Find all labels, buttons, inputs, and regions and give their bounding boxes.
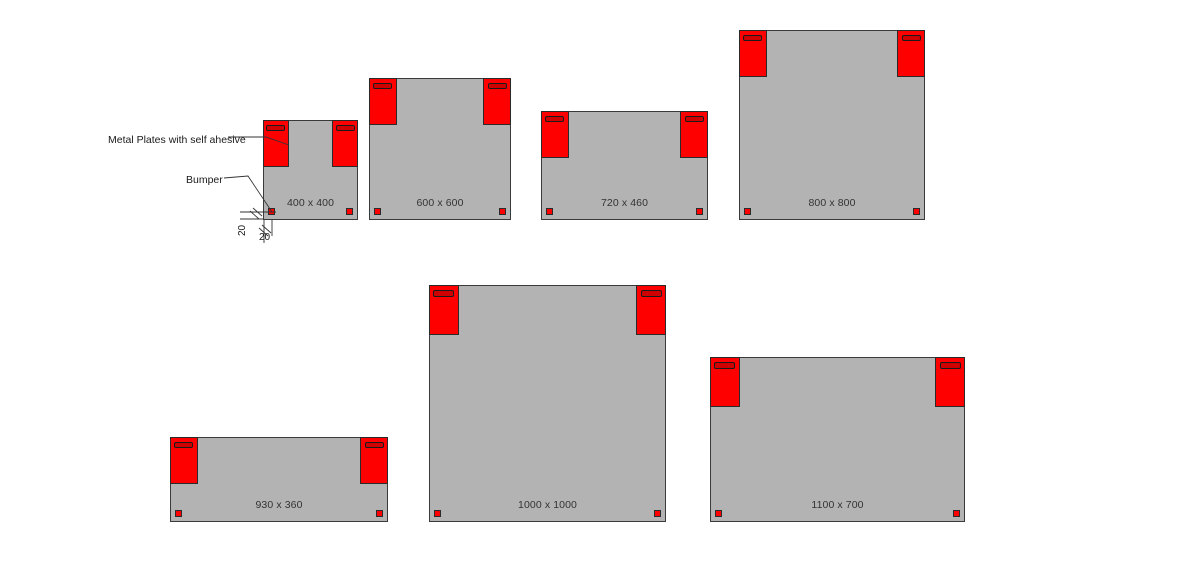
metal-plate-left bbox=[262, 119, 289, 167]
dim-tick-1 bbox=[252, 207, 263, 217]
panel-800x800: 800 x 800 bbox=[738, 29, 926, 220]
panel-1100x700: 1100 x 700 bbox=[709, 356, 966, 522]
metal-plate-slot bbox=[640, 289, 663, 297]
bumper-annotation-label: Bumper bbox=[186, 174, 223, 186]
panel-size-label: 800 x 800 bbox=[808, 197, 856, 209]
metal-plate-slot bbox=[266, 124, 285, 131]
panel-size-label: 720 x 460 bbox=[600, 197, 649, 209]
metal-plate-slot bbox=[432, 289, 455, 297]
metal-plate-slot bbox=[336, 124, 355, 131]
metal-plate-slot bbox=[901, 34, 922, 41]
metal-plate-left bbox=[709, 356, 740, 407]
metal-plate-slot bbox=[487, 82, 508, 89]
bumper-bottom-left bbox=[715, 510, 722, 517]
metal-plate-slot bbox=[544, 115, 565, 122]
panel-size-label: 930 x 360 bbox=[255, 499, 303, 511]
metal-plate-right bbox=[332, 119, 359, 167]
bumper-bottom-left bbox=[546, 208, 553, 215]
metal-plates-annotation-label: Metal Plates with self ahesive bbox=[108, 134, 246, 146]
dimension-label-vertical-20: 20 bbox=[237, 224, 248, 236]
bumper-bottom-left bbox=[434, 510, 441, 517]
metal-plate-slot bbox=[372, 82, 393, 89]
bumper-bottom-right bbox=[376, 510, 383, 517]
metal-plate-slot bbox=[713, 361, 736, 369]
metal-plate-right bbox=[935, 356, 966, 407]
panel-size-label: 1100 x 700 bbox=[811, 499, 864, 511]
metal-plate-slot bbox=[364, 441, 385, 448]
metal-plate-right bbox=[636, 284, 667, 335]
metal-plate-slot bbox=[173, 441, 194, 448]
bumper-bottom-left bbox=[175, 510, 182, 517]
dim-tick-2 bbox=[249, 210, 260, 220]
panel-400x400: 400 x 400 bbox=[262, 119, 359, 220]
metal-plate-left bbox=[738, 29, 767, 77]
metal-plate-left bbox=[428, 284, 459, 335]
metal-plate-right bbox=[897, 29, 926, 77]
bumper-bottom-left bbox=[744, 208, 751, 215]
panel-600x600: 600 x 600 bbox=[368, 77, 512, 220]
metal-plate-left bbox=[540, 110, 569, 158]
metal-plate-slot bbox=[939, 361, 962, 369]
metal-plate-right bbox=[680, 110, 709, 158]
bumper-bottom-right bbox=[696, 208, 703, 215]
dimension-label-horizontal-20: 20 bbox=[259, 232, 271, 243]
panel-size-label: 400 x 400 bbox=[286, 197, 335, 209]
metal-plate-slot bbox=[742, 34, 763, 41]
panel-930x360: 930 x 360 bbox=[169, 436, 389, 522]
bumper-bottom-right bbox=[913, 208, 920, 215]
bumper-bottom-right bbox=[953, 510, 960, 517]
bumper-bottom-right bbox=[654, 510, 661, 517]
bumper-bottom-right bbox=[346, 208, 353, 215]
bumper-bottom-left bbox=[374, 208, 381, 215]
metal-plate-left bbox=[169, 436, 198, 484]
panel-720x460: 720 x 460 bbox=[540, 110, 709, 220]
metal-plate-right bbox=[360, 436, 389, 484]
metal-plate-slot bbox=[684, 115, 705, 122]
bumper-bottom-right bbox=[499, 208, 506, 215]
panel-size-label: 1000 x 1000 bbox=[518, 499, 577, 511]
panel-1000x1000: 1000 x 1000 bbox=[428, 284, 667, 522]
panel-size-label: 600 x 600 bbox=[416, 197, 464, 209]
metal-plate-right bbox=[483, 77, 512, 125]
metal-plate-left bbox=[368, 77, 397, 125]
bumper-bottom-left bbox=[268, 208, 275, 215]
